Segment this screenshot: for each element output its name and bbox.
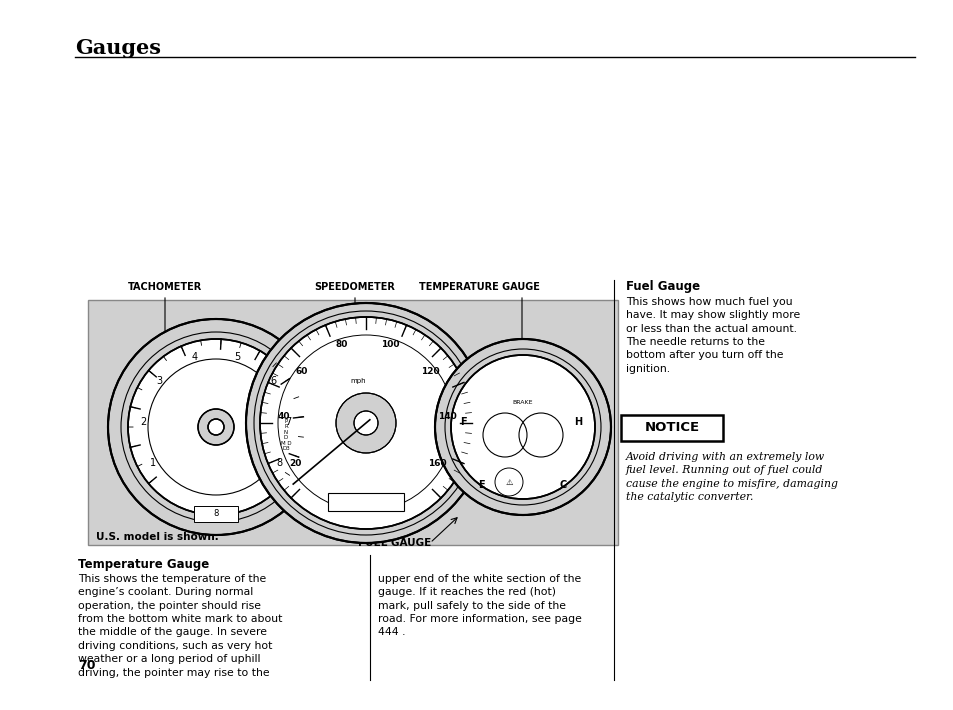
- Circle shape: [198, 409, 233, 445]
- Text: Fuel Gauge: Fuel Gauge: [625, 280, 700, 293]
- Text: F: F: [459, 417, 466, 427]
- Text: 7: 7: [285, 417, 292, 427]
- Text: mph: mph: [350, 378, 365, 384]
- Bar: [193, 506, 237, 522]
- Text: 60: 60: [295, 367, 308, 376]
- Circle shape: [354, 411, 377, 435]
- Bar: [328, 493, 403, 511]
- FancyBboxPatch shape: [620, 415, 722, 441]
- Text: 2: 2: [140, 417, 146, 427]
- Text: NOTICE: NOTICE: [644, 422, 699, 435]
- Text: Gauges: Gauges: [75, 38, 161, 58]
- Circle shape: [435, 339, 610, 515]
- Text: 100: 100: [380, 340, 399, 349]
- Text: 160: 160: [427, 459, 446, 469]
- Text: U.S. model is shown.: U.S. model is shown.: [96, 532, 218, 542]
- Text: TEMPERATURE GAUGE: TEMPERATURE GAUGE: [418, 282, 539, 292]
- Text: upper end of the white section of the
gauge. If it reaches the red (hot)
mark, p: upper end of the white section of the ga…: [377, 574, 581, 638]
- Text: 6: 6: [270, 376, 275, 386]
- Text: E: E: [477, 480, 484, 490]
- Text: 140: 140: [438, 413, 456, 421]
- Text: P
R
N
D
M D
D3: P R N D M D D3: [280, 419, 291, 451]
- Text: 20: 20: [289, 459, 301, 469]
- Text: 40: 40: [277, 413, 290, 421]
- Text: Temperature Gauge: Temperature Gauge: [78, 558, 209, 571]
- Text: 3: 3: [155, 376, 162, 386]
- Text: 70: 70: [78, 659, 95, 672]
- Circle shape: [260, 317, 472, 529]
- Circle shape: [108, 319, 324, 535]
- Text: C: C: [558, 480, 566, 490]
- Circle shape: [335, 393, 395, 453]
- Text: 80: 80: [335, 340, 348, 349]
- Text: ⚠: ⚠: [505, 478, 512, 486]
- Text: SPEEDOMETER: SPEEDOMETER: [314, 282, 395, 292]
- Text: Avoid driving with an extremely low
fuel level. Running out of fuel could
cause : Avoid driving with an extremely low fuel…: [625, 452, 837, 502]
- Circle shape: [128, 339, 304, 515]
- Text: 1: 1: [150, 459, 155, 469]
- Text: 4: 4: [192, 352, 197, 362]
- Circle shape: [246, 303, 485, 543]
- Text: FUEL GAUGE: FUEL GAUGE: [358, 538, 431, 548]
- Text: 8: 8: [275, 459, 282, 469]
- Text: This shows the temperature of the
engine’s coolant. During normal
operation, the: This shows the temperature of the engine…: [78, 574, 282, 677]
- Circle shape: [451, 355, 595, 499]
- Text: 120: 120: [420, 367, 439, 376]
- Text: H: H: [574, 417, 581, 427]
- Text: This shows how much fuel you
have. It may show slightly more
or less than the ac: This shows how much fuel you have. It ma…: [625, 297, 800, 373]
- Text: 5: 5: [234, 352, 240, 362]
- Text: BRAKE: BRAKE: [512, 400, 533, 405]
- Circle shape: [208, 419, 224, 435]
- Bar: [88, 300, 618, 545]
- Text: TACHOMETER: TACHOMETER: [128, 282, 202, 292]
- Text: 8: 8: [213, 510, 218, 518]
